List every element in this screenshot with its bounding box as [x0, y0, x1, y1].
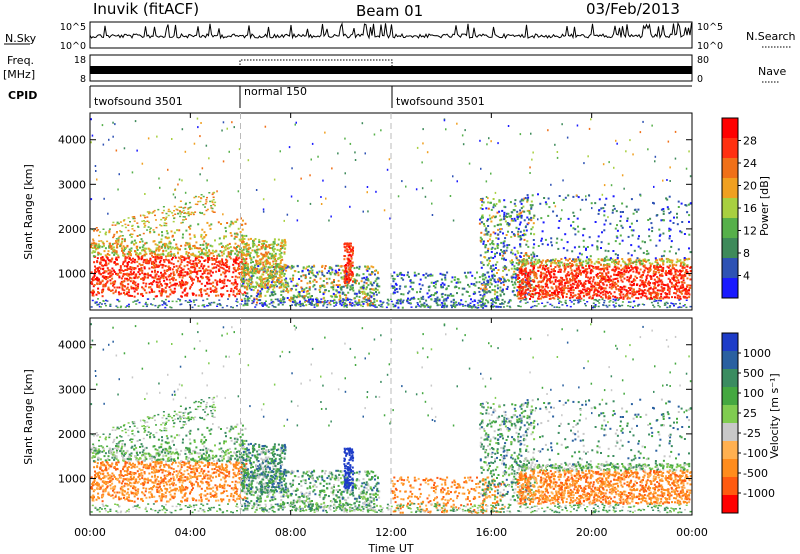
x-tick-label: 16:00 — [475, 526, 507, 539]
y-tick-label: 3000 — [58, 178, 86, 191]
power-panel: 1000 2000 3000 4000 Slant Range [km] 4 8 12 16… — [22, 112, 771, 311]
colorbar-swatch — [722, 178, 738, 199]
colorbar-tick-label: 24 — [743, 157, 757, 170]
colorbar-swatch — [722, 138, 738, 159]
colorbar-swatch — [722, 278, 738, 299]
velocity-panel: 1000 2000 3000 4000 Slant Range [km] 1000 50… — [22, 317, 781, 516]
colorbar-swatch — [722, 459, 738, 478]
cpid-segment-2: normal 150 — [244, 85, 307, 98]
colorbar-swatch — [722, 423, 738, 442]
colorbar-swatch — [722, 441, 738, 460]
x-tick-label: 00:00 — [74, 526, 106, 539]
colorbar-swatch — [722, 351, 738, 370]
colorbar-swatch — [722, 333, 738, 352]
colorbar-swatch — [722, 387, 738, 406]
y-tick-label: 3000 — [58, 383, 86, 396]
freq-trace — [90, 66, 692, 74]
velocity-ylabel: Slant Range [km] — [22, 369, 35, 465]
colorbar-tick-label: -25 — [743, 427, 761, 440]
x-tick-label: 04:00 — [174, 526, 206, 539]
nsky-left-tick-bottom: 10^0 — [60, 41, 86, 52]
colorbar-swatch — [722, 405, 738, 424]
colorbar-tick-label: 500 — [743, 367, 764, 380]
colorbar-swatch — [722, 238, 738, 259]
colorbar-tick-label: -100 — [743, 447, 768, 460]
colorbar-tick-label: 16 — [743, 202, 757, 215]
cpid-segment-1: twofsound 3501 — [94, 95, 183, 108]
nave-right-tick-top: 80 — [697, 55, 709, 66]
x-axis-label: Time UT — [367, 542, 413, 554]
colorbar-tick-label: 20 — [743, 180, 757, 193]
freq-label: Freq. — [7, 54, 34, 67]
colorbar-tick-label: 25 — [743, 407, 757, 420]
y-tick-label: 1000 — [58, 472, 86, 485]
power-scatter — [90, 117, 692, 309]
y-tick-label: 4000 — [58, 134, 86, 147]
colorbar-swatch — [722, 198, 738, 219]
date-title: 03/Feb/2013 — [586, 0, 680, 18]
colorbar-tick-label: -1000 — [743, 487, 775, 500]
nsky-right-tick-top: 10^5 — [697, 22, 723, 33]
nave-right-tick-bottom: 0 — [697, 74, 703, 85]
colorbar-tick-label: 1000 — [743, 347, 771, 360]
colorbar-swatch — [722, 369, 738, 388]
colorbar-swatch — [722, 477, 738, 496]
colorbar-swatch — [722, 158, 738, 179]
colorbar-tick-label: 8 — [743, 247, 750, 260]
y-tick-label: 4000 — [58, 339, 86, 352]
velocity-colorbar-label: Velocity [m s⁻¹] — [768, 373, 781, 458]
x-tick-label: 00:00 — [676, 526, 708, 539]
colorbar-tick-label: 28 — [743, 135, 757, 148]
x-axis: 00:00 04:00 08:00 12:00 16:00 20:00 00:00 — [74, 113, 708, 539]
nsky-panel: N.Sky 10^5 10^0 10^5 10^0 N.Search — [4, 21, 796, 52]
colorbar-tick-label: 100 — [743, 387, 764, 400]
freq-left-tick-top: 18 — [74, 55, 86, 66]
cpid-label: CPID — [8, 89, 37, 102]
colorbar-swatch — [722, 218, 738, 239]
nave-label: Nave — [758, 65, 786, 78]
nave-trace — [239, 59, 393, 68]
colorbar-frame — [721, 332, 739, 514]
power-yticks: 1000 2000 3000 4000 — [58, 134, 692, 280]
beam-title: Beam 01 — [356, 2, 423, 20]
cpid-segment-3: twofsound 3501 — [396, 95, 485, 108]
y-tick-label: 2000 — [58, 223, 86, 236]
freq-left-tick-bottom: 8 — [80, 74, 86, 85]
x-tick-label: 08:00 — [275, 526, 307, 539]
colorbar-tick-label: -500 — [743, 467, 768, 480]
nsky-frame — [89, 21, 693, 49]
power-colorbar-label: Power [dB] — [758, 176, 771, 236]
colorbar-swatch — [722, 495, 738, 514]
x-tick-label: 12:00 — [375, 526, 407, 539]
nsky-trace — [89, 21, 692, 40]
colorbar-tick-label: 4 — [743, 270, 750, 283]
y-tick-label: 1000 — [58, 267, 86, 280]
velocity-colorbar: 1000 500 100 25 -25 -100 -500 -1000 — [721, 332, 775, 514]
colorbar-tick-label: 12 — [743, 225, 757, 238]
freq-band — [90, 66, 692, 74]
freq-units: [MHz] — [3, 68, 35, 81]
nsky-right-tick-bottom: 10^0 — [697, 41, 723, 52]
velocity-scatter — [90, 322, 692, 514]
y-tick-label: 2000 — [58, 428, 86, 441]
colorbar-swatch — [722, 118, 738, 139]
cpid-panel: CPID twofsound 3501 normal 150 twofsound… — [8, 85, 692, 108]
freq-panel: Freq. [MHz] 18 8 80 0 Nave — [3, 54, 786, 85]
power-colorbar: 4 8 12 16 20 24 28 — [721, 117, 757, 299]
station-title: Inuvik (fitACF) — [93, 0, 199, 18]
nsky-line — [89, 21, 692, 40]
velocity-yticks: 1000 2000 3000 4000 — [58, 339, 692, 485]
nsky-left-tick-top: 10^5 — [60, 22, 86, 33]
colorbar-swatch — [722, 258, 738, 279]
power-ylabel: Slant Range [km] — [22, 164, 35, 260]
nsky-label: N.Sky — [5, 32, 37, 45]
nsearch-label: N.Search — [746, 30, 796, 43]
x-tick-label: 20:00 — [576, 526, 608, 539]
